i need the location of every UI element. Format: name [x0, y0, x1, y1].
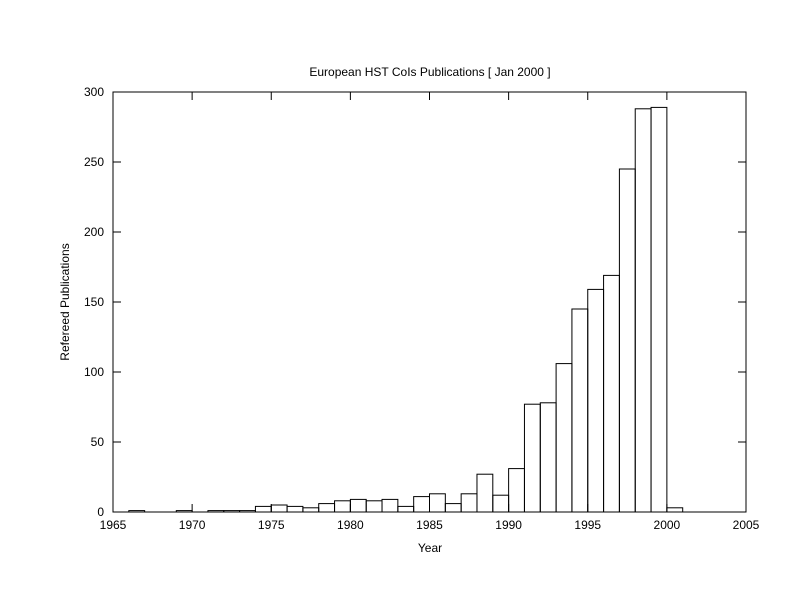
x-tick-label-1995: 1995 — [574, 518, 601, 532]
x-tick-label-1990: 1990 — [495, 518, 522, 532]
bar-1981 — [365, 500, 383, 513]
bar-1997 — [618, 168, 636, 513]
axis-tick-labels: 1965 1970 1975 1980 1985 1990 1995 2000 2005 0 50 1… — [84, 85, 760, 532]
bar-1980 — [349, 498, 367, 513]
bar-1992 — [539, 402, 557, 513]
bar-1986 — [444, 503, 462, 513]
bar-1998 — [634, 108, 652, 513]
y-tick-label-200: 200 — [84, 225, 104, 239]
bar-1996 — [603, 274, 620, 513]
x-tick-label-1965: 1965 — [100, 518, 127, 532]
x-tick-label-2005: 2005 — [733, 518, 760, 532]
bar-1988 — [476, 473, 494, 513]
bar-1994 — [571, 308, 589, 513]
x-tick-label-1970: 1970 — [179, 518, 206, 532]
bar-1995 — [587, 288, 605, 513]
bar-1978 — [318, 503, 336, 513]
y-tick-label-0: 0 — [97, 505, 104, 519]
bar-1985 — [429, 493, 446, 513]
axis-ticks — [112, 91, 747, 513]
bar-1999 — [650, 106, 668, 513]
bar-1975 — [270, 504, 288, 513]
bar-1984 — [413, 496, 430, 513]
bar-2000 — [666, 507, 684, 513]
bar-1991 — [523, 403, 541, 513]
y-axis-label: Refereed Publications — [58, 243, 72, 360]
bar-1987 — [460, 493, 478, 513]
bar-1976 — [286, 505, 304, 513]
x-tick-label-1975: 1975 — [258, 518, 285, 532]
y-tick-label-300: 300 — [84, 85, 104, 99]
chart-title: European HST CoIs Publications [ Jan 200… — [309, 65, 550, 79]
bar-1990 — [508, 468, 525, 513]
bar-1977 — [302, 507, 320, 513]
bar-1993 — [555, 363, 573, 513]
y-tick-label-100: 100 — [84, 365, 104, 379]
bar-1983 — [397, 505, 415, 513]
x-tick-label-1980: 1980 — [337, 518, 364, 532]
y-tick-label-50: 50 — [91, 435, 105, 449]
x-tick-label-1985: 1985 — [416, 518, 443, 532]
bar-1979 — [334, 500, 351, 513]
y-tick-label-250: 250 — [84, 155, 104, 169]
x-tick-label-2000: 2000 — [654, 518, 681, 532]
bars-group — [128, 106, 684, 513]
bar-1989 — [492, 494, 510, 513]
bar-1974 — [254, 505, 272, 513]
bar-1982 — [381, 498, 399, 513]
y-tick-label-150: 150 — [84, 295, 104, 309]
x-axis-label: Year — [418, 541, 442, 555]
